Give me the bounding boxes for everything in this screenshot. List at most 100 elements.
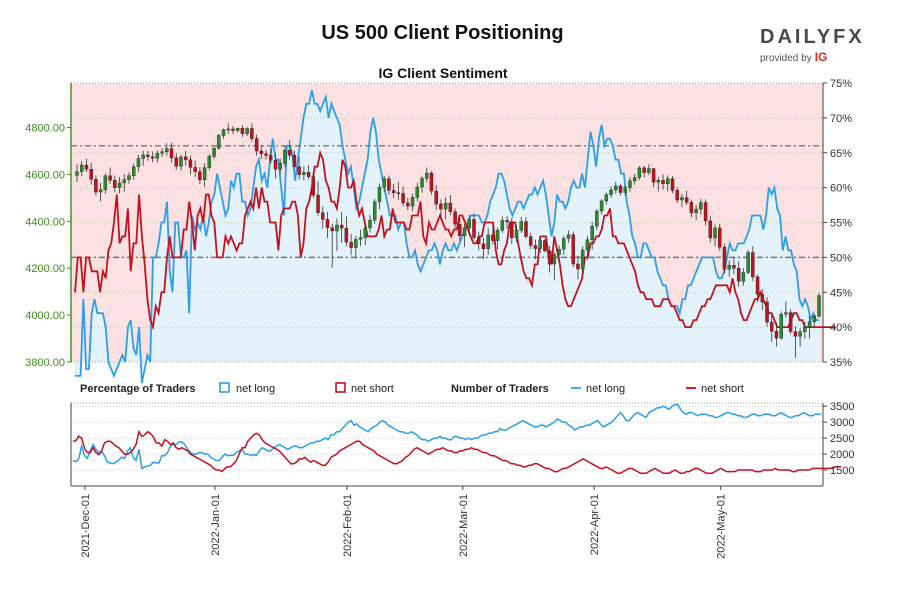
percent-tick-label: 35% xyxy=(830,357,852,369)
price-tick-label: 4600.00 xyxy=(25,169,65,181)
price-candles xyxy=(75,123,821,358)
net-short-count-line xyxy=(72,429,842,474)
price-candle xyxy=(321,206,325,229)
price-candle xyxy=(287,140,292,160)
candle-body xyxy=(812,316,817,322)
price-candle xyxy=(136,154,141,172)
date-tick-label: 2022-May-01 xyxy=(716,494,728,559)
chart-title: US 500 Client Positioning xyxy=(321,22,564,44)
candle-body xyxy=(425,172,429,179)
price-candle xyxy=(727,260,731,277)
candle-body xyxy=(505,220,509,222)
candle-body xyxy=(316,194,320,213)
candle-body xyxy=(500,220,505,231)
candle-body xyxy=(486,234,490,249)
candle-body xyxy=(193,167,197,172)
candle-body xyxy=(217,135,221,149)
price-candle xyxy=(117,177,122,194)
percent-tick-label: 65% xyxy=(830,148,852,160)
price-candle xyxy=(278,158,282,174)
price-candle xyxy=(732,256,736,275)
price-candle xyxy=(335,218,339,251)
candle-body xyxy=(117,182,122,188)
candle-body xyxy=(736,268,741,282)
candle-body xyxy=(458,223,462,237)
candle-body xyxy=(467,219,471,229)
candle-body xyxy=(387,178,391,191)
candle-body xyxy=(212,147,216,157)
price-candle xyxy=(146,150,150,161)
price-candle xyxy=(661,174,665,190)
candle-body xyxy=(150,156,155,159)
legend-count-short-label: net short xyxy=(701,383,744,395)
candle-body xyxy=(699,202,703,210)
price-candle xyxy=(174,153,178,170)
price-candle xyxy=(273,153,278,179)
candle-body xyxy=(254,138,259,152)
candle-body xyxy=(235,128,240,131)
price-candle xyxy=(103,173,108,194)
price-candle xyxy=(198,167,202,185)
percent-tick-label: 40% xyxy=(830,322,852,334)
candle-body xyxy=(396,192,401,194)
price-candle xyxy=(675,187,679,204)
price-candle xyxy=(207,154,212,171)
price-candle xyxy=(722,243,727,274)
price-candle xyxy=(448,195,453,216)
price-candle xyxy=(562,235,566,256)
price-candle xyxy=(760,289,765,310)
candle-body xyxy=(609,189,613,195)
candle-body xyxy=(391,190,396,193)
price-candle xyxy=(401,186,405,207)
price-candle xyxy=(311,172,316,198)
candle-body xyxy=(131,166,136,176)
price-candle xyxy=(770,314,774,342)
candle-body xyxy=(599,200,604,212)
net-long-count-line xyxy=(72,403,821,470)
candle-body xyxy=(557,249,561,255)
candle-body xyxy=(103,175,108,190)
price-candle xyxy=(169,142,174,163)
candle-body xyxy=(779,313,783,339)
candle-body xyxy=(401,193,405,204)
candle-body xyxy=(552,254,557,265)
traders-grid xyxy=(70,402,824,487)
price-candle xyxy=(98,183,103,202)
candle-body xyxy=(528,236,533,246)
candle-body xyxy=(708,220,713,239)
price-candle xyxy=(368,214,372,233)
price-candle xyxy=(703,199,708,226)
candle-body xyxy=(765,301,769,323)
percent-axis: 75% 70% 65% 60% 55% 50% 45% 40% 35% xyxy=(822,78,852,369)
candle-body xyxy=(339,224,344,229)
candle-body xyxy=(751,252,755,278)
price-candle xyxy=(358,229,363,247)
candle-body xyxy=(538,240,542,249)
candle-body xyxy=(580,249,585,270)
candle-body xyxy=(524,221,528,237)
price-candle xyxy=(746,249,750,275)
candle-body xyxy=(113,180,117,188)
candle-body xyxy=(98,189,103,193)
price-candle xyxy=(817,292,821,318)
price-axis: 4800.00 4600.00 4400.00 4200.00 4000.00 3800.… xyxy=(25,83,72,369)
candle-body xyxy=(302,172,306,175)
candle-body xyxy=(354,239,358,248)
candle-body xyxy=(283,150,287,164)
price-candle xyxy=(245,126,249,136)
price-candle xyxy=(297,156,301,180)
date-tick-label: 2021-Dec-01 xyxy=(80,494,92,558)
price-candle xyxy=(344,216,349,247)
price-candle xyxy=(755,274,760,302)
candle-body xyxy=(656,180,661,183)
legend-count-title: Number of Traders xyxy=(451,383,549,395)
candle-body xyxy=(122,179,126,184)
candle-body xyxy=(202,167,207,181)
candle-body xyxy=(732,264,736,269)
candle-body xyxy=(462,227,467,237)
candle-body xyxy=(377,186,382,203)
price-candle xyxy=(614,181,618,194)
price-candle xyxy=(94,175,98,196)
legend: Percentage of Traders net long net short… xyxy=(80,382,744,395)
